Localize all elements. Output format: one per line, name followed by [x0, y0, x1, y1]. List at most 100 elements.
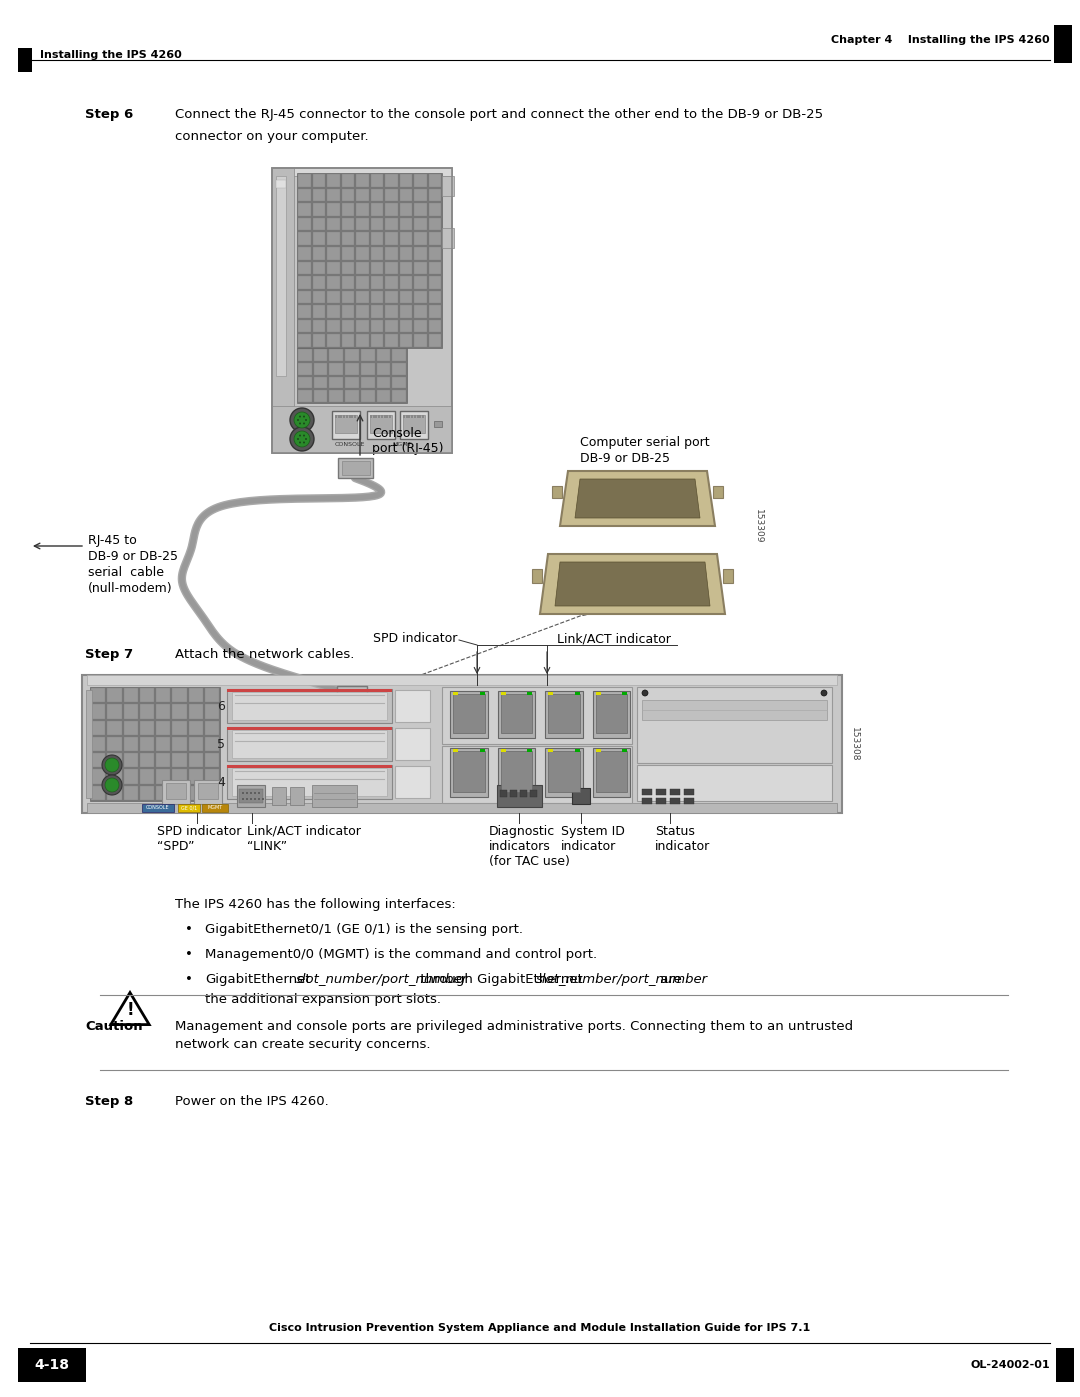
Bar [298, 277, 311, 289]
Bar [312, 203, 325, 215]
Bar [453, 692, 458, 694]
Bar [202, 805, 228, 812]
Bar [18, 1348, 86, 1382]
Polygon shape [575, 479, 700, 518]
Bar [162, 780, 190, 805]
Bar [349, 415, 351, 418]
Bar [361, 363, 375, 374]
Bar [189, 753, 203, 767]
Bar [593, 692, 630, 738]
Text: CONSOLE: CONSOLE [146, 805, 170, 810]
Bar [156, 785, 171, 800]
Text: GE 0/1: GE 0/1 [180, 805, 198, 810]
Bar [417, 415, 419, 418]
Circle shape [242, 798, 244, 800]
Bar [361, 377, 375, 388]
Bar [414, 291, 427, 303]
Bar [384, 291, 397, 303]
Text: Diagnostic: Diagnostic [489, 826, 555, 838]
Circle shape [299, 415, 301, 418]
Text: “LINK”: “LINK” [247, 840, 287, 854]
Circle shape [303, 422, 305, 425]
Bar [400, 334, 411, 346]
Bar [395, 766, 430, 798]
Bar [356, 320, 368, 332]
Bar [346, 363, 359, 374]
Bar [500, 692, 505, 694]
Bar [1056, 1348, 1074, 1382]
Circle shape [303, 441, 305, 443]
Bar [237, 785, 265, 807]
Bar [312, 189, 325, 201]
Bar [414, 306, 427, 319]
Bar [156, 753, 171, 767]
Bar [329, 377, 343, 388]
Bar [422, 415, 423, 418]
Circle shape [246, 792, 248, 793]
Bar [595, 749, 600, 752]
Bar [340, 415, 342, 418]
Bar [272, 168, 453, 176]
Bar [298, 390, 312, 402]
Bar [414, 247, 427, 260]
Bar [429, 277, 441, 289]
Text: CONSOLE: CONSOLE [335, 441, 365, 447]
Bar [335, 415, 357, 433]
Bar [298, 363, 312, 374]
Bar [548, 692, 553, 694]
Bar [346, 415, 348, 418]
Bar [107, 687, 121, 703]
Bar [341, 334, 354, 346]
Bar [90, 687, 220, 800]
Circle shape [102, 775, 122, 795]
Bar [642, 789, 652, 795]
Bar [400, 232, 411, 244]
Text: Step 8: Step 8 [85, 1095, 133, 1108]
Text: slot_number/port_number: slot_number/port_number [296, 972, 468, 986]
Bar [370, 261, 383, 274]
Bar [123, 770, 138, 784]
Bar [123, 687, 138, 703]
Bar [595, 752, 627, 792]
Bar [414, 203, 427, 215]
Circle shape [642, 690, 648, 696]
Bar [392, 377, 406, 388]
Bar [392, 363, 406, 374]
Bar [429, 306, 441, 319]
Bar [392, 349, 406, 360]
Bar [327, 189, 339, 201]
Bar [107, 753, 121, 767]
Bar [384, 334, 397, 346]
Bar [351, 415, 353, 418]
Bar [156, 704, 171, 718]
Bar [400, 175, 411, 187]
Text: Installing the IPS 4260: Installing the IPS 4260 [40, 50, 181, 60]
Text: DB-9 or DB-25: DB-9 or DB-25 [580, 453, 670, 465]
Bar [414, 277, 427, 289]
Bar [298, 261, 311, 274]
Bar [205, 785, 219, 800]
Bar [341, 320, 354, 332]
Text: Power on the IPS 4260.: Power on the IPS 4260. [175, 1095, 328, 1108]
Bar [637, 687, 832, 763]
Circle shape [305, 419, 307, 420]
Text: 4: 4 [217, 775, 225, 788]
Bar [429, 175, 441, 187]
Bar [429, 247, 441, 260]
Bar [400, 189, 411, 201]
Bar [356, 306, 368, 319]
Bar [341, 291, 354, 303]
Bar [189, 736, 203, 752]
Circle shape [254, 792, 256, 793]
Bar [329, 349, 343, 360]
Bar [341, 247, 354, 260]
Circle shape [297, 419, 299, 420]
Bar [189, 704, 203, 718]
Text: slot_number/port_number: slot_number/port_number [536, 972, 708, 986]
Bar [575, 749, 580, 752]
Bar [400, 306, 411, 319]
Bar [227, 766, 392, 768]
Bar [510, 789, 517, 798]
Bar [312, 232, 325, 244]
Bar [139, 736, 154, 752]
